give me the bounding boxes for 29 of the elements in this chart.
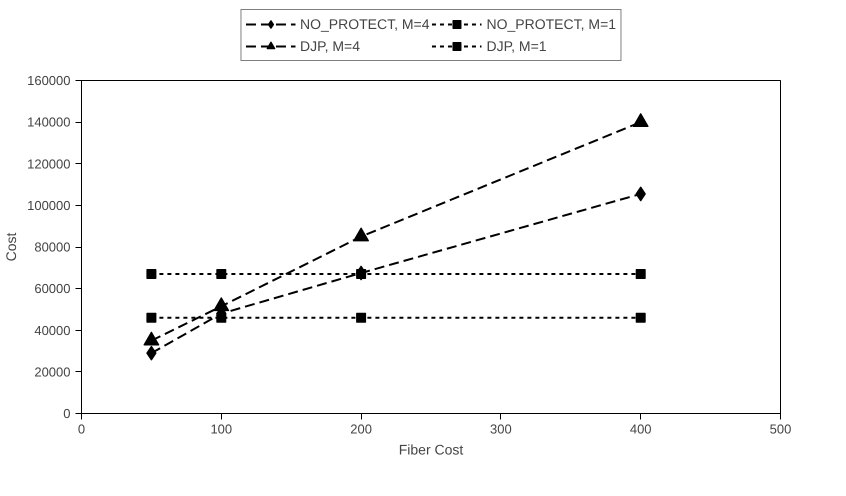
x-tick-label: 300 <box>490 422 512 436</box>
x-tick-label: 400 <box>630 422 652 436</box>
x-tick-label: 100 <box>210 422 232 436</box>
y-tick-label: 20000 <box>34 364 71 380</box>
point <box>146 312 156 323</box>
point <box>146 269 156 280</box>
y-tick-label: 160000 <box>27 73 71 88</box>
legend-label: DJP, M=4 <box>300 38 360 54</box>
point <box>146 346 157 361</box>
x-tick-label: 200 <box>350 422 372 436</box>
y-tick-label: 80000 <box>34 240 71 254</box>
y-tick-label: 120000 <box>27 156 71 172</box>
point <box>356 266 366 281</box>
legend-label: NO_PROTECT, M=4 <box>300 16 430 32</box>
point <box>636 312 646 323</box>
x-tick-label: 500 <box>770 422 792 436</box>
y-tick-label: 60000 <box>34 281 71 296</box>
y-tick-label: 40000 <box>34 322 71 338</box>
x-axis-title: Fiber Cost <box>398 442 464 458</box>
y-tick-label: 100000 <box>27 198 71 213</box>
legend-label: DJP, M=1 <box>486 38 547 54</box>
y-axis-title: Cost <box>3 232 20 262</box>
point <box>636 269 646 280</box>
y-tick-label: 140000 <box>27 114 71 130</box>
point <box>216 269 226 280</box>
legend-label: NO_PROTECT, M=1 <box>486 16 616 32</box>
x-tick-label: 0 <box>78 422 86 436</box>
point <box>356 312 366 323</box>
y-tick-label: 0 <box>63 406 71 421</box>
